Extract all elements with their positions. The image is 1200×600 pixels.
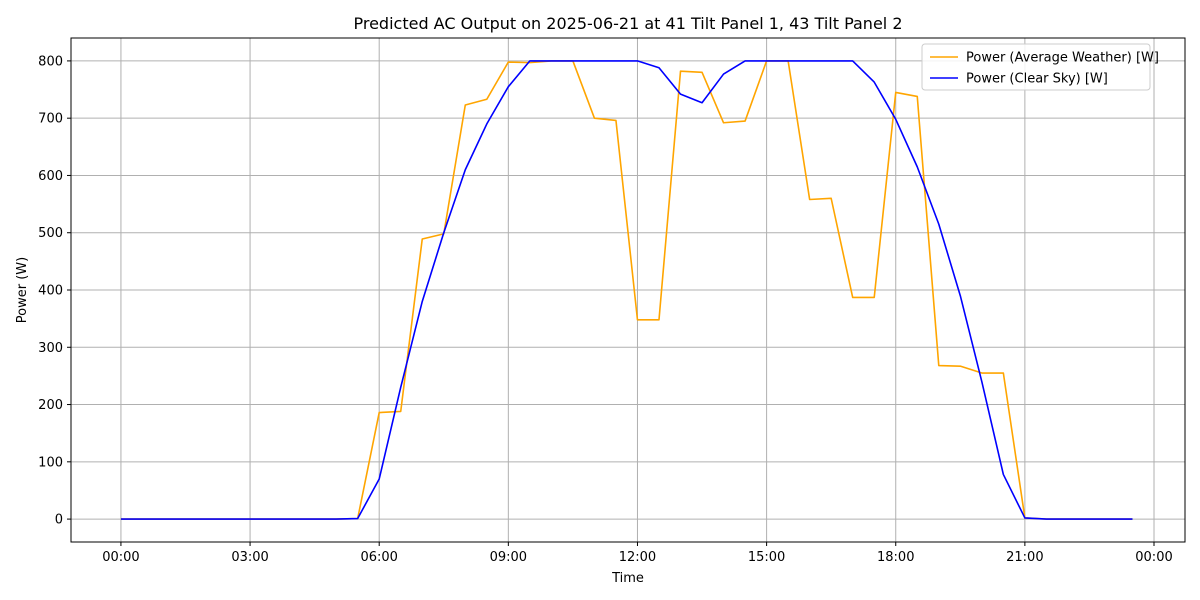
chart-title: Predicted AC Output on 2025-06-21 at 41 … (353, 14, 902, 33)
series-lines (120, 60, 1133, 520)
y-axis-ticks: 0 100 200 300 400 500 600 700 800 (38, 54, 71, 528)
y-tick-label: 100 (38, 455, 63, 470)
x-tick-label: 00:00 (1135, 550, 1172, 565)
legend-label: Power (Clear Sky) [W] (966, 72, 1108, 87)
series-line-1 (120, 60, 1133, 520)
y-tick-label: 600 (38, 169, 63, 184)
y-tick-label: 400 (38, 284, 63, 299)
y-tick-label: 0 (55, 513, 63, 528)
y-tick-label: 700 (38, 112, 63, 127)
x-tick-label: 15:00 (748, 550, 785, 565)
y-tick-label: 800 (38, 54, 63, 69)
x-tick-label: 00:00 (102, 550, 139, 565)
y-tick-label: 500 (38, 226, 63, 241)
legend-label: Power (Average Weather) [W] (966, 51, 1159, 66)
x-tick-label: 21:00 (1006, 550, 1043, 565)
x-tick-label: 06:00 (360, 550, 397, 565)
legend: Power (Average Weather) [W] Power (Clear … (921, 43, 1159, 91)
x-tick-label: 09:00 (490, 550, 527, 565)
legend-box (921, 43, 1151, 91)
x-axis-title: Time (611, 571, 644, 586)
y-axis-title: Power (W) (15, 257, 30, 323)
y-tick-label: 300 (38, 341, 63, 356)
y-tick-label: 200 (38, 398, 63, 413)
x-tick-label: 03:00 (231, 550, 268, 565)
x-tick-label: 18:00 (877, 550, 914, 565)
x-tick-label: 12:00 (619, 550, 656, 565)
x-axis-ticks: 00:00 03:00 06:00 09:00 12:00 15:00 18:00 21:00… (102, 542, 1173, 565)
